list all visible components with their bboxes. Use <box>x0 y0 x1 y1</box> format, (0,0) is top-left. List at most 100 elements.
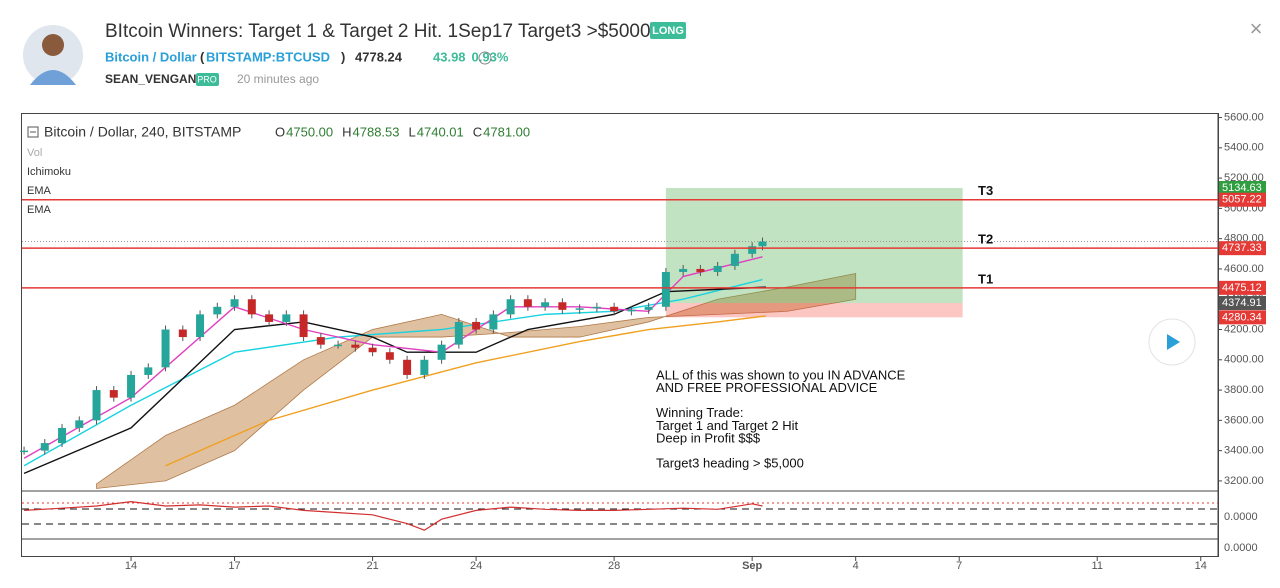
x-tick-label: 11 <box>1092 560 1103 572</box>
candle <box>558 302 567 310</box>
candle <box>592 306 601 309</box>
candle <box>40 443 49 451</box>
candle <box>316 337 325 345</box>
candle <box>92 390 101 421</box>
candle <box>661 271 670 307</box>
price-label-bg <box>1219 241 1266 256</box>
target-label: T3 <box>978 183 993 198</box>
paren: ( <box>200 49 205 64</box>
annotation: Deep in Profit $$$ <box>656 430 761 445</box>
indicator-name: EMA <box>27 204 52 216</box>
candle <box>644 306 653 310</box>
y-tick-label: 4200.00 <box>1224 323 1264 335</box>
candle <box>368 347 377 353</box>
candle <box>230 299 239 307</box>
candle <box>334 344 343 347</box>
pro-badge-bg <box>196 73 219 86</box>
indicator-line <box>23 286 766 474</box>
close-button[interactable]: × <box>1250 16 1263 41</box>
indicator-name: Ichimoku <box>27 166 71 178</box>
candle <box>247 299 256 315</box>
symbol[interactable]: BITSTAMP:BTCUSD <box>206 49 330 64</box>
x-tick-label: 14 <box>125 560 137 572</box>
ohlc-value: 4788.53 <box>353 124 400 139</box>
candle <box>196 314 205 338</box>
candle <box>454 321 463 345</box>
avatar-face <box>42 34 64 56</box>
price-label-bg <box>1219 310 1266 325</box>
x-tick-label: 7 <box>956 560 962 572</box>
ohlc-key: C <box>473 124 482 139</box>
y-tick-label: 5400.00 <box>1224 142 1264 154</box>
plot: 3200.00 3400.00 3600.00 3800.00 4000.00 4200.… <box>20 111 1266 572</box>
y-tick-label: 3600.00 <box>1224 414 1264 426</box>
price-label: 5057.22 <box>1222 194 1262 206</box>
pro-badge: PRO <box>197 74 217 84</box>
osc-axis-label: 0.0000 <box>1224 511 1258 523</box>
indicator-line <box>165 315 767 467</box>
symbol-name[interactable]: Bitcoin / Dollar <box>105 49 197 64</box>
alert-icon[interactable] <box>478 51 492 65</box>
x-tick-label: 14 <box>1195 560 1207 572</box>
collapse-icon[interactable] <box>27 126 39 138</box>
price-label-bg <box>1219 280 1266 295</box>
candle <box>758 241 767 247</box>
candle <box>282 314 291 322</box>
candle <box>437 344 446 360</box>
paren: ) <box>341 49 345 64</box>
time-ago: 20 minutes ago <box>237 72 319 86</box>
candle <box>20 450 29 453</box>
candle <box>161 329 170 368</box>
price: 4778.24 <box>355 49 403 64</box>
candle <box>696 268 705 272</box>
candle <box>213 306 222 315</box>
x-tick-label: Sep <box>742 560 762 572</box>
candle <box>75 420 84 428</box>
oscillator-line <box>24 500 763 531</box>
candle <box>472 321 481 330</box>
y-tick-label: 5600.00 <box>1224 111 1264 123</box>
candle <box>420 359 429 375</box>
osc-axis-label: 0.0000 <box>1224 542 1258 554</box>
price-label: 4475.12 <box>1222 282 1262 294</box>
candle <box>351 344 360 348</box>
price-label: 4280.34 <box>1222 311 1262 323</box>
annotation: Target 1 and Target 2 Hit <box>656 418 799 433</box>
target-label: T2 <box>978 232 993 247</box>
candle <box>265 314 274 322</box>
candle <box>541 302 550 307</box>
x-tick-label: 21 <box>366 560 378 572</box>
candle <box>109 390 118 398</box>
candle <box>627 309 636 312</box>
x-tick-label: 28 <box>608 560 620 572</box>
price-label-bg <box>1219 296 1266 311</box>
target-zone <box>665 188 963 304</box>
long-badge: LONG <box>652 25 684 37</box>
candle <box>679 268 688 272</box>
indicator-name: EMA <box>27 185 52 197</box>
indicator-name: Vol <box>27 147 42 159</box>
annotation: AND FREE PROFESSIONAL ADVICE <box>656 380 878 395</box>
candle <box>575 308 584 310</box>
price-label: 4737.33 <box>1222 242 1262 254</box>
price-label-bg <box>1219 192 1266 207</box>
candle <box>385 352 394 360</box>
y-tick-label: 3400.00 <box>1224 445 1264 457</box>
candle <box>299 314 308 338</box>
candle <box>144 367 153 375</box>
candle <box>506 299 515 315</box>
y-tick-label: 4000.00 <box>1224 354 1264 366</box>
ohlc-value: 4750.00 <box>286 124 333 139</box>
y-tick-label: 4600.00 <box>1224 263 1264 275</box>
price-label-bg <box>1219 181 1266 196</box>
annotation: Target3 heading > $5,000 <box>656 456 804 471</box>
candle <box>748 246 757 254</box>
x-tick-label: 4 <box>853 560 859 572</box>
candle <box>489 314 498 330</box>
annotation: Winning Trade: <box>656 405 743 420</box>
author[interactable]: SEAN_VENGAN <box>105 72 196 86</box>
legend-title: Bitcoin / Dollar, 240, BITSTAMP <box>44 124 241 140</box>
target-label: T1 <box>978 271 993 286</box>
change-pct: 0.93% <box>472 49 509 64</box>
